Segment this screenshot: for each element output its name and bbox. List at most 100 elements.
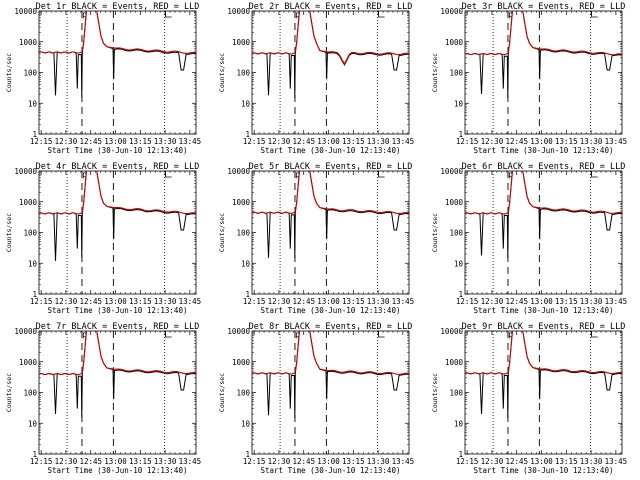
x-tick-label: 13:30 <box>580 297 603 306</box>
detector-panel: Det 2r BLACK = Events, RED = LLD 1 10 100 10… <box>213 0 426 160</box>
x-tick-label: 12:45 <box>505 297 528 306</box>
x-tick-label: 13:30 <box>154 297 177 306</box>
lld-series-line <box>252 331 409 375</box>
x-tick-label: 12:15 <box>30 457 53 466</box>
y-axis-label: Counts/sec <box>5 53 13 92</box>
y-tick-label: 1 <box>458 450 463 459</box>
y-tick-label: 100 <box>449 229 463 238</box>
y-tick-label: 10 <box>241 99 251 108</box>
x-tick-label: 13:00 <box>530 297 553 306</box>
x-tick-label: 12:45 <box>505 457 528 466</box>
y-axis-label: Counts/sec <box>218 213 226 252</box>
y-tick-label: 10000 <box>440 327 463 336</box>
x-tick-label: 13:00 <box>530 457 553 466</box>
panel-chart: Det 3r BLACK = Events, RED = LLD 1 10 100 10… <box>431 2 627 155</box>
x-tick-label: 12:45 <box>79 457 102 466</box>
annotation-L-mark <box>591 331 598 338</box>
y-tick-label: 10 <box>241 259 251 268</box>
x-tick-label: 13:30 <box>367 137 390 146</box>
annotation-mark: p <box>82 10 87 19</box>
x-tick-label: 13:45 <box>605 457 628 466</box>
panel-chart: Det 1r BLACK = Events, RED = LLD 1 10 100 10… <box>5 2 201 155</box>
lld-series-line <box>252 171 409 215</box>
x-tick-label: 13:00 <box>104 457 127 466</box>
x-tick-label: 12:15 <box>243 457 266 466</box>
x-tick-label: 13:45 <box>392 297 415 306</box>
x-tick-label: 13:45 <box>179 457 202 466</box>
panel-title: Det 2r BLACK = Events, RED = LLD <box>249 2 413 12</box>
y-tick-label: 100 <box>23 69 37 78</box>
x-tick-label: 13:15 <box>342 137 365 146</box>
x-tick-label: 13:00 <box>317 457 340 466</box>
x-axis-label: Start Time (30-Jun-10 12:13:40) <box>474 466 614 475</box>
detector-panel: Det 7r BLACK = Events, RED = LLD 1 10 100 10… <box>0 320 213 480</box>
panel-title: Det 7r BLACK = Events, RED = LLD <box>36 322 200 332</box>
x-axis-label: Start Time (30-Jun-10 12:13:40) <box>261 146 401 155</box>
x-tick-label: 13:30 <box>367 457 390 466</box>
detector-panel: Det 5r BLACK = Events, RED = LLD 1 10 100 10… <box>213 160 426 320</box>
panel-title: Det 9r BLACK = Events, RED = LLD <box>462 322 626 332</box>
x-tick-label: 13:45 <box>179 297 202 306</box>
lld-series-line <box>465 171 622 215</box>
plot-frame <box>38 10 197 135</box>
x-tick-label: 12:45 <box>79 297 102 306</box>
x-tick-label: 13:00 <box>530 137 553 146</box>
x-tick-label: 12:45 <box>292 297 315 306</box>
x-tick-label: 13:15 <box>129 457 152 466</box>
lld-series-line <box>39 171 196 215</box>
panel-title: Det 4r BLACK = Events, RED = LLD <box>36 162 200 172</box>
y-tick-label: 10000 <box>440 7 463 16</box>
x-tick-label: 13:15 <box>342 297 365 306</box>
x-tick-label: 12:30 <box>55 297 78 306</box>
x-tick-label: 13:00 <box>317 297 340 306</box>
annotation-mark: p <box>82 170 87 179</box>
x-tick-label: 12:15 <box>243 297 266 306</box>
x-tick-label: 12:30 <box>481 137 504 146</box>
x-tick-label: 13:30 <box>580 137 603 146</box>
y-axis-label: Counts/sec <box>5 213 13 252</box>
y-tick-label: 100 <box>449 69 463 78</box>
y-axis-label: Counts/sec <box>431 53 439 92</box>
annotation-L-mark <box>165 331 172 338</box>
annotation-L-mark <box>378 11 385 18</box>
y-axis-label: Counts/sec <box>218 373 226 412</box>
y-tick-label: 1000 <box>445 358 464 367</box>
x-axis-label: Start Time (30-Jun-10 12:13:40) <box>474 306 614 315</box>
y-tick-label: 1 <box>245 130 250 139</box>
x-tick-label: 13:15 <box>555 297 578 306</box>
x-tick-label: 13:30 <box>154 457 177 466</box>
annotation-L-mark <box>591 11 598 18</box>
x-tick-label: 13:45 <box>392 137 415 146</box>
y-tick-label: 1 <box>32 130 37 139</box>
panel-title: Det 6r BLACK = Events, RED = LLD <box>462 162 626 172</box>
lld-series-line <box>252 11 409 65</box>
panel-chart: Det 7r BLACK = Events, RED = LLD 1 10 100 10… <box>5 322 202 475</box>
lld-series-line <box>465 11 622 56</box>
detector-panel: Det 8r BLACK = Events, RED = LLD 1 10 100 10… <box>213 320 426 480</box>
x-tick-label: 12:30 <box>55 137 78 146</box>
panel-chart: Det 9r BLACK = Events, RED = LLD 1 10 100 10… <box>431 322 628 475</box>
x-tick-label: 12:45 <box>505 137 528 146</box>
x-tick-label: 13:15 <box>555 137 578 146</box>
x-tick-label: 12:45 <box>292 457 315 466</box>
x-tick-label: 12:30 <box>268 137 291 146</box>
y-tick-label: 10000 <box>440 167 463 176</box>
y-tick-label: 1 <box>32 450 37 459</box>
detector-panel: Det 9r BLACK = Events, RED = LLD 1 10 100 10… <box>426 320 639 480</box>
x-tick-label: 13:00 <box>104 297 127 306</box>
x-axis-label: Start Time (30-Jun-10 12:13:40) <box>48 146 188 155</box>
y-tick-label: 1 <box>458 130 463 139</box>
annotation-L-mark <box>165 11 172 18</box>
x-axis-label: Start Time (30-Jun-10 12:13:40) <box>474 146 614 155</box>
x-tick-label: 12:30 <box>268 457 291 466</box>
y-tick-label: 10 <box>454 99 464 108</box>
y-tick-label: 1 <box>32 290 37 299</box>
y-tick-label: 100 <box>236 389 250 398</box>
x-tick-label: 12:15 <box>456 137 479 146</box>
x-tick-label: 13:45 <box>392 457 415 466</box>
y-axis-label: Counts/sec <box>5 373 13 412</box>
x-tick-label: 13:15 <box>555 457 578 466</box>
x-tick-label: 13:15 <box>129 297 152 306</box>
events-series-line <box>465 171 622 258</box>
x-axis-label: Start Time (30-Jun-10 12:13:40) <box>48 466 188 475</box>
